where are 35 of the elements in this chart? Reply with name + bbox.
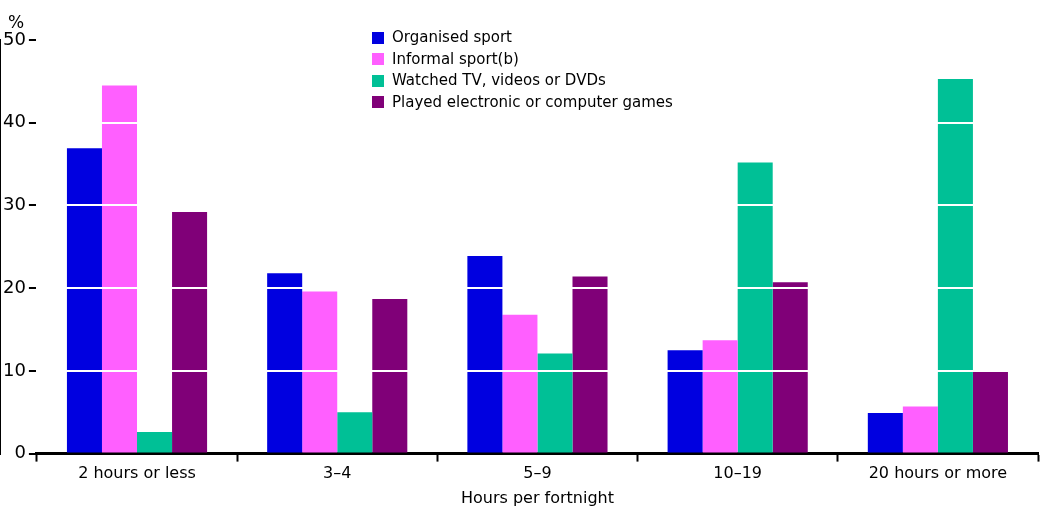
bar	[66, 148, 102, 453]
x-tick-label: 2 hours or less	[78, 463, 196, 483]
x-tick-label: 3–4	[323, 463, 352, 483]
bar	[467, 255, 503, 453]
bar	[372, 298, 408, 453]
bar	[302, 291, 338, 453]
y-tick-label: 10	[3, 358, 26, 380]
bar	[572, 276, 608, 453]
bar	[101, 85, 138, 453]
bar	[972, 371, 1008, 453]
bar	[937, 78, 973, 453]
bar	[737, 162, 773, 453]
x-tick-label: 5–9	[523, 463, 552, 483]
legend-label: Informal sport(b)	[392, 48, 519, 70]
legend-label: Watched TV, videos or DVDs	[392, 70, 606, 91]
bar	[667, 350, 703, 453]
y-tick-label: 40	[3, 110, 26, 132]
x-tick-label: 20 hours or more	[868, 463, 1008, 483]
bar	[172, 212, 208, 453]
bar	[772, 282, 808, 453]
bar	[137, 432, 173, 453]
bar	[702, 340, 738, 453]
bar	[337, 412, 373, 453]
bar	[267, 273, 303, 453]
y-tick-label: 30	[3, 193, 26, 215]
bar	[902, 406, 938, 453]
y-tick-label: 0	[14, 441, 26, 463]
x-axis-title: Hours per fortnight	[460, 487, 614, 507]
legend-label: Played electronic or computer games	[392, 91, 673, 113]
legend-label: Organised sport	[392, 27, 512, 48]
bar	[867, 413, 903, 453]
y-tick-label: 20	[3, 275, 26, 297]
bar	[502, 314, 538, 453]
x-tick-label: 10–19	[713, 463, 763, 483]
bar	[537, 353, 573, 453]
